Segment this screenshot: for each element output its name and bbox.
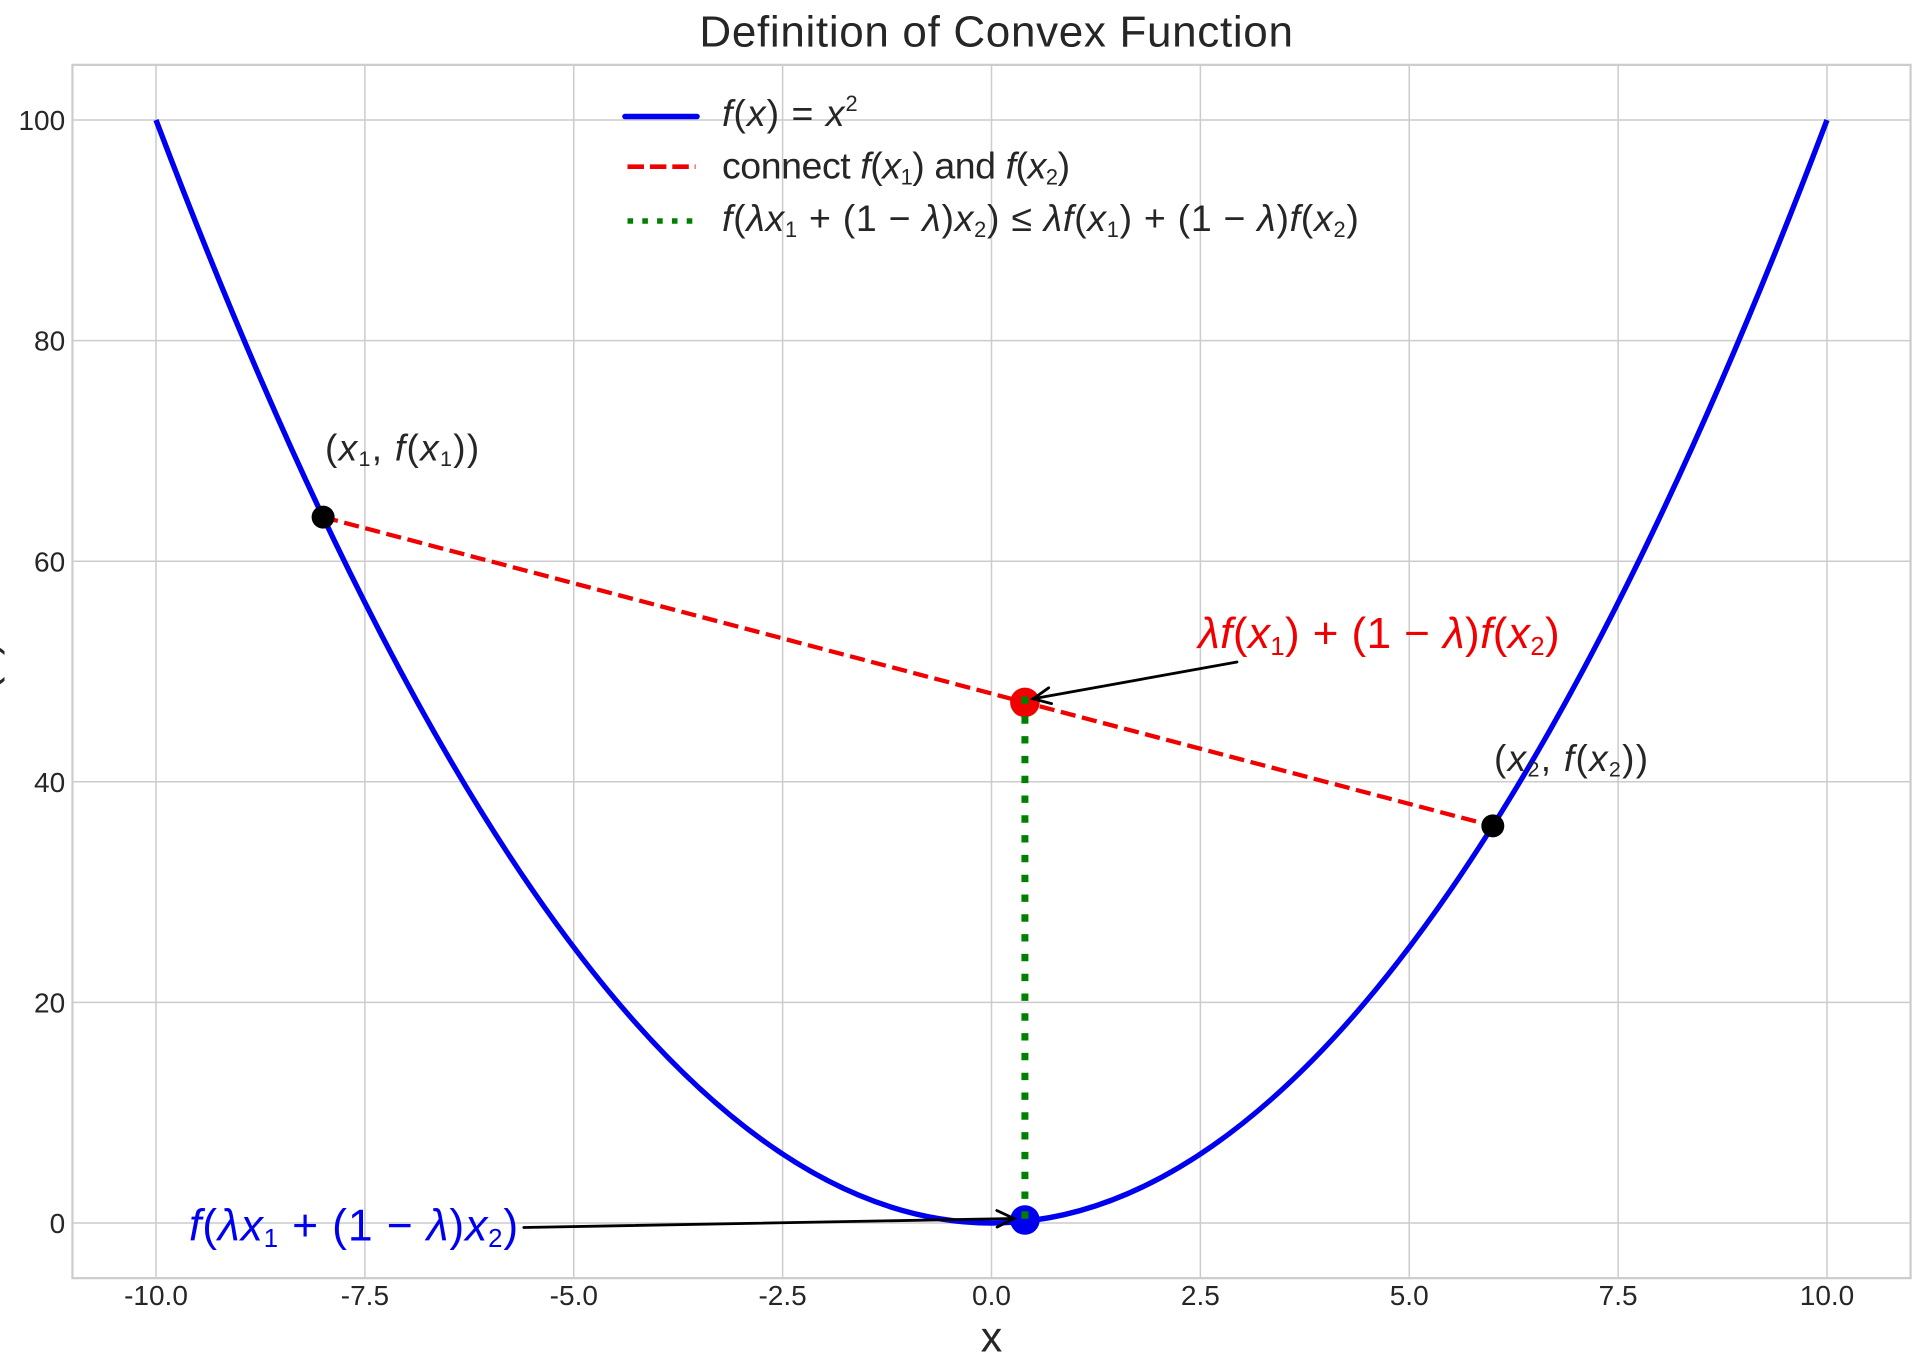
svg-text:40: 40 [34,767,65,798]
svg-text:0.0: 0.0 [972,1280,1011,1311]
svg-text:100: 100 [18,105,65,136]
svg-text:20: 20 [34,988,65,1019]
svg-text:f(λx1 + (1 − λ)x2) ≤ λf(x1) +: f(λx1 + (1 − λ)x2) ≤ λf(x1) + (1 − λ)f(x… [722,197,1360,242]
svg-text:-5.0: -5.0 [550,1280,598,1311]
svg-text:λf(x1) + (1 − λ)f(x2): λf(x1) + (1 − λ)f(x2) [1196,609,1560,661]
svg-text:2.5: 2.5 [1181,1280,1220,1311]
svg-text:(x2, f(x2)): (x2, f(x2)) [1494,738,1649,782]
svg-text:-2.5: -2.5 [758,1280,806,1311]
svg-text:-10.0: -10.0 [124,1280,188,1311]
svg-text:f(x) = x2: f(x) = x2 [722,91,859,134]
svg-text:7.5: 7.5 [1599,1280,1638,1311]
svg-text:80: 80 [34,326,65,357]
svg-text:-7.5: -7.5 [341,1280,389,1311]
svg-text:10.0: 10.0 [1800,1280,1855,1311]
svg-text:(x1, f(x1)): (x1, f(x1)) [325,428,481,472]
svg-text:60: 60 [34,546,65,577]
svg-text:x: x [981,1314,1003,1362]
svg-text:f(x): f(x) [0,641,5,703]
svg-text:f(λx1 + (1 − λ)x2): f(λx1 + (1 − λ)x2) [189,1201,519,1253]
svg-text:connect f(x1) and f(x2): connect f(x1) and f(x2) [722,145,1070,190]
svg-text:Definition of Convex Function: Definition of Convex Function [699,8,1293,57]
svg-text:0: 0 [50,1208,66,1239]
svg-text:5.0: 5.0 [1390,1280,1429,1311]
